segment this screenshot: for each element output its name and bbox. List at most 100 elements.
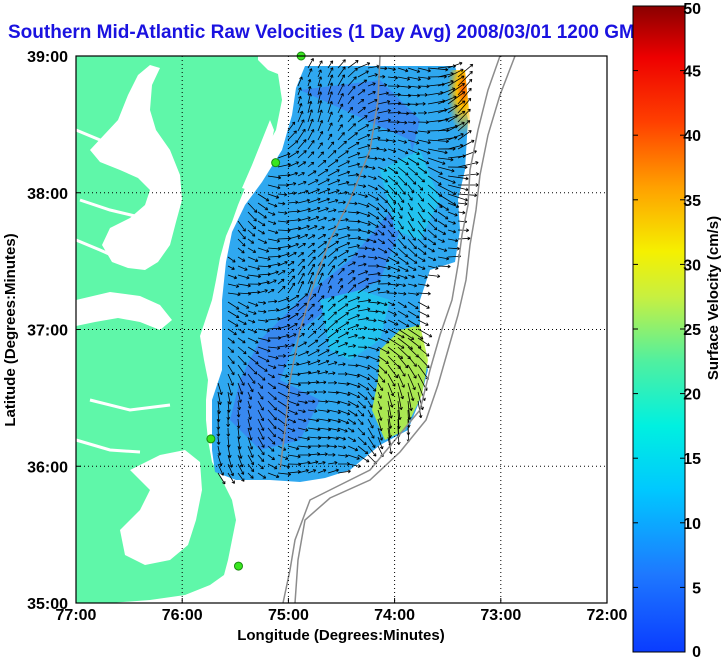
velocity-arrow-214 — [327, 169, 340, 177]
velocity-arrow-162 — [387, 148, 397, 153]
velocity-arrow-533 — [257, 309, 267, 314]
velocity-arrow-593 — [257, 337, 271, 343]
velocity-arrow-296 — [297, 207, 311, 213]
velocity-arrow-312 — [457, 210, 466, 215]
velocity-arrow-764 — [327, 409, 341, 415]
velocity-arrow-199 — [377, 166, 388, 172]
velocity-arrow-399 — [407, 247, 418, 257]
velocity-arrow-83 — [307, 100, 313, 114]
velocity-arrow-762 — [307, 409, 318, 413]
velocity-arrow-456 — [297, 265, 306, 276]
velocity-arrow-724 — [347, 391, 361, 399]
velocity-arrow-838 — [287, 445, 300, 451]
velocity-arrow-20 — [357, 70, 369, 78]
velocity-arrow-102 — [327, 111, 333, 123]
velocity-arrow-367 — [317, 234, 327, 240]
velocity-arrow-159 — [357, 144, 371, 150]
velocity-arrow-388 — [297, 243, 306, 249]
velocity-arrow-765 — [337, 409, 351, 416]
colorbar-tick-label-2: 10 — [683, 516, 701, 533]
velocity-arrow-487 — [397, 283, 407, 288]
velocity-arrow-110 — [407, 120, 417, 125]
velocity-arrow-775 — [236, 418, 241, 429]
velocity-arrow-389 — [307, 242, 315, 249]
velocity-arrow-163 — [397, 148, 409, 155]
velocity-arrow-284 — [397, 202, 403, 211]
velocity-arrow-4 — [347, 60, 359, 69]
velocity-arrow-193 — [317, 159, 327, 168]
velocity-arrow-522 — [347, 296, 361, 303]
velocity-arrow-439 — [347, 261, 356, 267]
velocity-arrow-875 — [327, 461, 338, 465]
velocity-arrow-506 — [387, 291, 397, 296]
velocity-arrow-282 — [377, 202, 388, 213]
velocity-arrow-356 — [437, 229, 447, 235]
velocity-arrow-800 — [287, 427, 296, 432]
velocity-arrow-809 — [377, 427, 384, 441]
velocity-arrow-488 — [407, 283, 418, 288]
velocity-arrow-664 — [367, 364, 380, 373]
velocity-arrow-704 — [357, 382, 370, 391]
velocity-arrow-126 — [387, 129, 399, 134]
velocity-arrow-249 — [267, 193, 280, 199]
velocity-arrow-150 — [447, 133, 464, 141]
velocity-arrow-616 — [287, 343, 295, 348]
velocity-arrow-852 — [257, 454, 265, 463]
velocity-arrow-816 — [247, 436, 254, 450]
velocity-arrow-81 — [457, 87, 472, 105]
velocity-arrow-758 — [267, 409, 277, 421]
velocity-arrow-279 — [347, 201, 358, 206]
velocity-arrow-466 — [397, 274, 408, 280]
velocity-arrow-720 — [307, 390, 318, 394]
velocity-arrow-419 — [377, 256, 390, 263]
velocity-arrow-272 — [277, 201, 286, 206]
velocity-arrow-116 — [287, 121, 296, 132]
velocity-arrow-612 — [247, 346, 259, 354]
velocity-arrow-171 — [287, 150, 300, 159]
velocity-arrow-755 — [236, 409, 241, 418]
velocity-arrow-362 — [267, 238, 280, 243]
velocity-arrow-845 — [357, 445, 369, 455]
velocity-arrow-746 — [357, 400, 367, 409]
velocity-arrow-461 — [347, 270, 355, 276]
velocity-arrow-299 — [327, 208, 337, 213]
velocity-arrow-25 — [407, 76, 421, 82]
velocity-arrow-35 — [337, 74, 345, 87]
velocity-arrow-405 — [237, 256, 246, 262]
velocity-arrow-712 — [227, 391, 232, 405]
velocity-arrow-728 — [387, 391, 394, 408]
velocity-arrow-90 — [377, 109, 391, 114]
velocity-arrow-537 — [297, 302, 308, 312]
velocity-arrow-376 — [407, 238, 417, 250]
velocity-arrow-510 — [227, 301, 240, 310]
velocity-arrow-213 — [317, 169, 329, 177]
velocity-arrow-314 — [247, 220, 257, 230]
velocity-arrow-232 — [307, 179, 319, 186]
velocity-arrow-874 — [317, 460, 326, 465]
velocity-arrow-482 — [347, 277, 356, 285]
velocity-arrow-195 — [337, 160, 350, 168]
velocity-arrow-721 — [317, 390, 327, 394]
velocity-arrow-105 — [357, 115, 368, 123]
velocity-arrow-169 — [457, 139, 475, 150]
velocity-arrow-185 — [427, 157, 446, 165]
velocity-arrow-829 — [377, 436, 384, 450]
velocity-arrow-371 — [357, 238, 370, 243]
velocity-arrow-742 — [317, 399, 329, 404]
velocity-arrow-645 — [377, 355, 389, 364]
velocity-arrow-729 — [397, 391, 403, 411]
velocity-arrow-600 — [327, 329, 339, 339]
velocity-arrow-223 — [417, 175, 426, 183]
velocity-arrow-671 — [237, 373, 245, 386]
velocity-arrow-836 — [267, 445, 275, 452]
velocity-arrow-548 — [407, 310, 420, 319]
velocity-arrow-542 — [347, 305, 361, 312]
velocity-arrow-180 — [377, 157, 386, 162]
velocity-field-cyan — [320, 150, 440, 360]
velocity-arrow-333 — [437, 220, 448, 228]
velocity-arrow-687 — [397, 373, 405, 388]
velocity-arrow-54 — [357, 89, 366, 96]
velocity-arrow-438 — [337, 258, 347, 267]
velocity-arrow-774 — [226, 418, 231, 427]
velocity-arrow-559 — [317, 312, 325, 321]
